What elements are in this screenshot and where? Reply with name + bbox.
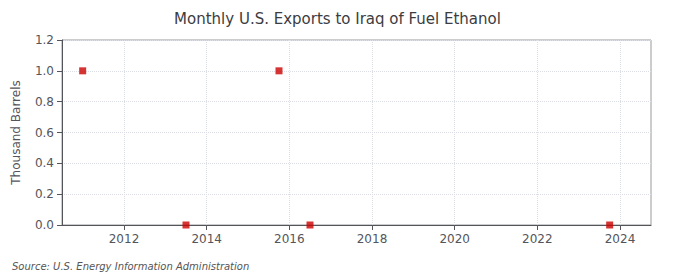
svg-text:2024: 2024 <box>605 232 636 246</box>
svg-text:2018: 2018 <box>357 232 388 246</box>
svg-text:Thousand Barrels: Thousand Barrels <box>9 80 23 185</box>
svg-text:2014: 2014 <box>191 232 222 246</box>
svg-text:2020: 2020 <box>439 232 470 246</box>
svg-text:0.4: 0.4 <box>35 156 54 170</box>
svg-text:0.6: 0.6 <box>35 126 54 140</box>
svg-text:0.0: 0.0 <box>35 218 54 232</box>
svg-text:2016: 2016 <box>274 232 305 246</box>
svg-text:0.8: 0.8 <box>35 95 54 109</box>
svg-text:Source: U.S. Energy Informatio: Source: U.S. Energy Information Administ… <box>12 261 249 272</box>
svg-text:1.0: 1.0 <box>35 64 54 78</box>
svg-text:Monthly U.S. Exports to Iraq o: Monthly U.S. Exports to Iraq of Fuel Eth… <box>174 10 501 28</box>
svg-text:0.2: 0.2 <box>35 187 54 201</box>
svg-text:1.2: 1.2 <box>35 33 54 47</box>
svg-text:2012: 2012 <box>109 232 140 246</box>
svg-text:2022: 2022 <box>522 232 553 246</box>
